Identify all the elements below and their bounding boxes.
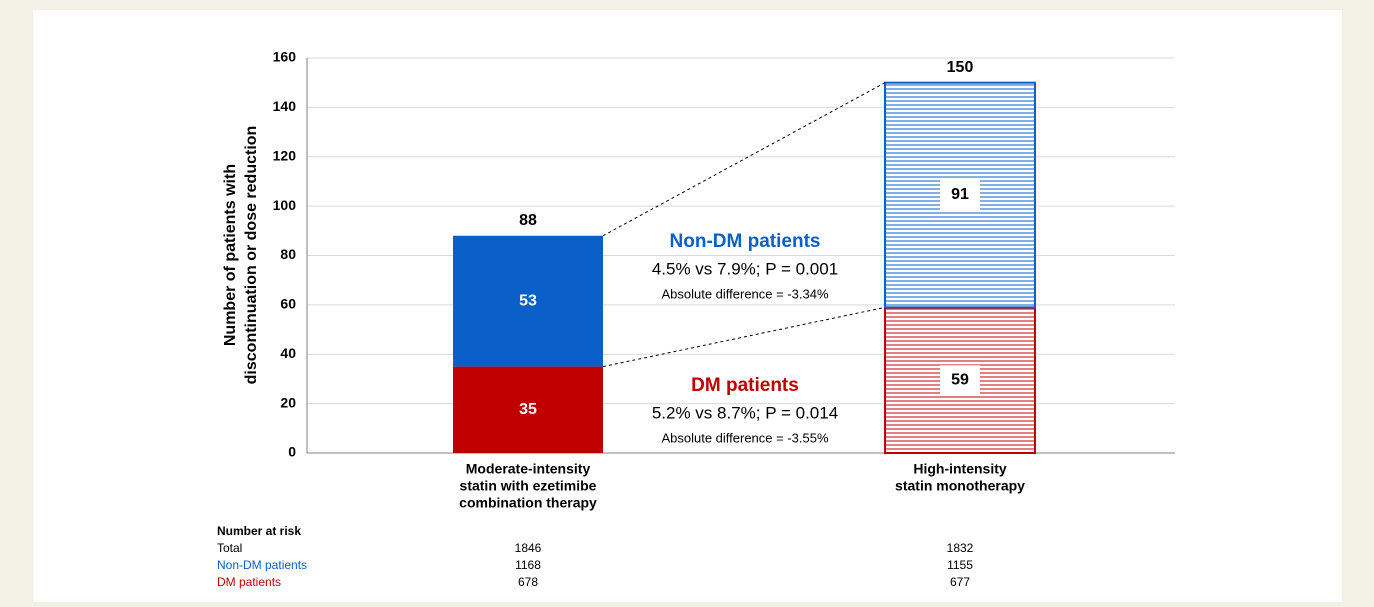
bar-segment	[453, 235, 603, 367]
risk-label: Total	[217, 541, 242, 555]
y-tick-label: 160	[273, 49, 297, 65]
annotation-stats: 5.2% vs 8.7%; P = 0.014	[652, 403, 838, 422]
value-label: 59	[951, 371, 969, 388]
annotation-difference: Absolute difference = -3.34%	[661, 286, 829, 301]
risk-label: DM patients	[217, 575, 281, 589]
risk-value: 677	[950, 575, 970, 589]
bar-segment	[453, 366, 603, 453]
annotation-stats: 4.5% vs 7.9%; P = 0.001	[652, 259, 838, 278]
y-axis-label: Number of patients with	[222, 164, 239, 346]
y-tick-label: 40	[280, 345, 296, 361]
y-tick-label: 120	[273, 147, 297, 163]
y-tick-label: 60	[280, 296, 296, 312]
y-tick-label: 0	[288, 444, 296, 460]
x-tick-label: High-intensity	[913, 461, 1007, 477]
value-label: 53	[519, 292, 537, 309]
x-tick-label: statin with ezetimibe	[460, 478, 597, 494]
risk-label: Non-DM patients	[217, 558, 307, 572]
x-tick-label: combination therapy	[459, 495, 597, 511]
y-tick-label: 20	[280, 394, 296, 410]
total-label: 88	[519, 212, 537, 229]
total-label: 150	[947, 59, 974, 76]
y-tick-label: 140	[273, 98, 297, 114]
risk-value: 1168	[515, 558, 541, 572]
annotation-difference: Absolute difference = -3.55%	[661, 430, 829, 445]
risk-value: 1155	[947, 558, 973, 572]
panel	[33, 10, 1342, 602]
y-axis-label: discontinuation or dose reduction	[243, 126, 260, 385]
y-tick-label: 100	[273, 197, 297, 213]
x-tick-label: Moderate-intensity	[466, 461, 591, 477]
value-label: 91	[951, 186, 969, 203]
risk-value: 1832	[947, 541, 974, 555]
x-tick-label: statin monotherapy	[895, 478, 1025, 494]
annotation-title: DM patients	[691, 375, 799, 396]
label-box	[940, 180, 980, 211]
value-label: 35	[519, 401, 537, 418]
label-box	[940, 365, 980, 396]
risk-value: 1846	[515, 541, 542, 555]
risk-value: 678	[518, 575, 538, 589]
connector	[602, 306, 886, 368]
annotation-title: Non-DM patients	[670, 231, 821, 252]
y-tick-label: 80	[280, 246, 296, 262]
risk-title: Number at risk	[217, 524, 301, 538]
